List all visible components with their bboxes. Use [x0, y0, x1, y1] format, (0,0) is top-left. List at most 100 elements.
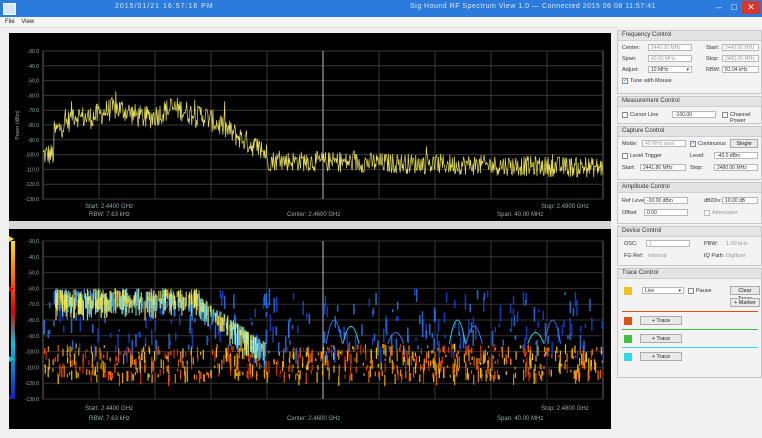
stop-field[interactable]: 2480.00 MHz	[722, 55, 759, 62]
frequency-control-header[interactable]: Frequency Control	[618, 31, 761, 41]
waterfall-hit-mark	[275, 326, 277, 336]
amplitude-control-header[interactable]: Amplitude Control	[618, 183, 761, 193]
center-field[interactable]: 2440.00 MHz	[648, 44, 692, 51]
add-marker-button[interactable]: + Marker	[730, 298, 760, 307]
ref-level-field[interactable]: -30.00 dBm	[644, 197, 688, 204]
close-button[interactable]: ✕	[742, 1, 760, 14]
waterfall-noise-mark	[174, 374, 176, 384]
waterfall-noise-mark	[456, 365, 458, 376]
channel-power-checkbox[interactable]	[722, 112, 728, 118]
menu-file[interactable]: File	[5, 19, 15, 25]
waterfall-hit-mark	[546, 347, 549, 356]
rbw-field[interactable]: 81.04 kHz	[722, 66, 759, 73]
waterfall-noise-mark	[227, 346, 229, 358]
continuous-checkbox[interactable]: ✓	[690, 141, 696, 147]
waterfall-signal-mark	[227, 316, 229, 335]
trace-1-color-swatch[interactable]	[624, 287, 632, 295]
waterfall-hit-mark	[265, 312, 267, 318]
tune-with-mouse-checkbox[interactable]: ✓	[622, 78, 628, 84]
capture-mode-select[interactable]: 40 MHz span	[642, 140, 686, 147]
spectrum-graph: -30.0 -40.0 -50.0 -60.0 -70.0 -80.0 -90.0 -100.…	[15, 49, 604, 203]
waterfall-signal-mark	[91, 300, 93, 309]
spectrum-plot[interactable]: -30.0 -40.0 -50.0 -60.0 -70.0 -80.0 -90.0 -100.…	[9, 33, 611, 221]
start-field[interactable]: 2440.00 MHz	[722, 44, 759, 51]
waterfall-noise-mark	[328, 360, 330, 368]
waterfall-signal-mark	[138, 299, 141, 310]
cursor-line-checkbox[interactable]	[622, 112, 628, 118]
waterfall-noise-mark	[66, 352, 68, 357]
waterfall-signal-mark	[201, 305, 203, 321]
waterfall-hit-mark	[191, 328, 193, 337]
trace-control-header[interactable]: Trace Control	[618, 269, 761, 279]
capture-start-field[interactable]: 2441.86 MHz	[640, 164, 686, 171]
osc-select[interactable]: 1	[646, 240, 690, 247]
db-per-div-field[interactable]: 10.00 dB	[722, 197, 758, 204]
minimize-button[interactable]: –	[716, 2, 722, 12]
waterfall-noise-mark	[566, 363, 568, 367]
waterfall-hit-mark	[502, 339, 504, 346]
waterfall-noise-mark	[380, 362, 382, 371]
waterfall-hit-mark	[429, 323, 431, 335]
waterfall-noise-mark	[292, 349, 294, 357]
waterfall-hit-mark	[268, 288, 271, 306]
waterfall-noise-mark	[430, 360, 432, 367]
trace-3-color-swatch[interactable]	[624, 335, 632, 343]
waterfall-noise-mark	[558, 363, 560, 372]
waterfall-noise-mark	[494, 347, 497, 351]
waterfall-noise-mark	[132, 374, 134, 380]
waterfall-noise-mark	[565, 359, 567, 362]
waterfall-noise-mark	[385, 345, 387, 357]
waterfall-noise-mark	[374, 371, 376, 377]
level-trigger-checkbox[interactable]	[622, 153, 628, 159]
device-control-header[interactable]: Device Control	[618, 227, 761, 237]
trace-2-color-swatch[interactable]	[624, 317, 632, 325]
waterfall-signal-mark	[140, 292, 142, 313]
offset-field[interactable]: 0.00	[644, 209, 688, 216]
waterfall-noise-mark	[226, 348, 228, 352]
add-trace-3-button[interactable]: + Trace	[640, 334, 682, 343]
level-field[interactable]: -40.0 dBm	[714, 152, 758, 159]
add-trace-2-button[interactable]: + Trace	[640, 316, 682, 325]
waterfall-signal-mark	[129, 297, 131, 309]
waterfall-noise-mark	[75, 371, 77, 379]
waterfall-signal-mark	[185, 291, 187, 307]
waterfall-plot[interactable]: -30.0 -40.0 -50.0 -60.0 -70.0 -80.0 -90.0 -100.…	[9, 229, 611, 429]
single-button[interactable]: Single	[730, 139, 758, 148]
trace-4-color-swatch[interactable]	[624, 353, 632, 361]
menu-view[interactable]: View	[21, 19, 35, 25]
maximize-button[interactable]: □	[731, 2, 737, 12]
attenuator-checkbox[interactable]	[704, 210, 710, 216]
waterfall-hit-mark	[385, 315, 387, 332]
spectrum-y-tick: -120.0	[25, 182, 39, 188]
measurement-control-header[interactable]: Measurement Control	[618, 97, 761, 107]
trace-mode-select[interactable]: Live ▾	[642, 287, 684, 294]
waterfall-noise-mark	[266, 370, 268, 375]
waterfall-signal-mark	[184, 297, 186, 310]
capture-stop-field[interactable]: 2480.00 MHz	[714, 164, 758, 171]
waterfall-noise-mark	[348, 356, 350, 361]
fg-ref-label: FG Ref:	[624, 253, 644, 259]
pause-checkbox[interactable]	[688, 288, 694, 294]
waterfall-hit-mark	[168, 334, 170, 350]
clear-trace-button[interactable]: Clear Trace	[730, 286, 760, 302]
waterfall-noise-mark	[591, 349, 593, 356]
waterfall-hit-mark	[219, 289, 222, 299]
waterfall-noise-mark	[122, 372, 124, 384]
add-trace-4-button[interactable]: + Trace	[640, 352, 682, 361]
capture-control-header[interactable]: Capture Control	[618, 127, 761, 137]
waterfall-noise-mark	[299, 370, 301, 380]
waterfall-noise-mark	[66, 344, 68, 349]
span-field[interactable]: 40.00 MHz	[648, 55, 692, 62]
waterfall-noise-mark	[408, 345, 410, 356]
waterfall-signal-mark	[202, 299, 204, 313]
waterfall-noise-mark	[199, 371, 201, 384]
waterfall-noise-mark	[95, 347, 97, 356]
waterfall-noise-mark	[579, 358, 581, 366]
cursor-line-field[interactable]: -100.00	[672, 111, 716, 118]
adjust-select[interactable]: 10 MHz ▾	[648, 66, 692, 73]
waterfall-noise-mark	[482, 354, 484, 365]
waterfall-noise-mark	[289, 351, 291, 359]
waterfall-noise-mark	[151, 357, 153, 363]
waterfall-noise-mark	[591, 367, 593, 370]
plot-divider[interactable]	[9, 221, 611, 229]
